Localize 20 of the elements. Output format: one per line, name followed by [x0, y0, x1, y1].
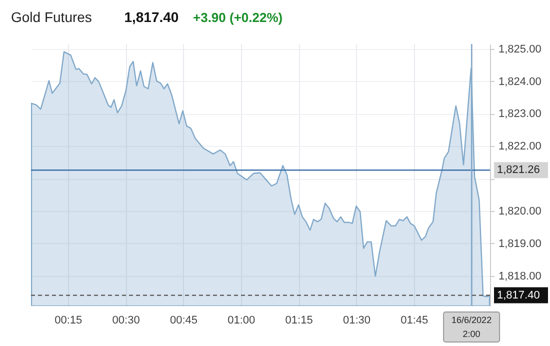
y-tick-label: 1,819.00 — [498, 238, 542, 250]
y-tick-label: 1,825.00 — [498, 43, 542, 56]
chart-title: Gold Futures — [11, 9, 92, 25]
text: +3.90 (+0.22%) — [193, 10, 283, 25]
y-tick-label: 1,823.00 — [498, 108, 542, 120]
x-tick-label: 01:15 — [285, 314, 313, 326]
y-tick-label: 1,824.00 — [498, 76, 542, 88]
y-tick-label: 1,818.00 — [498, 270, 542, 282]
y-tick-label: 1,820.00 — [498, 205, 542, 218]
text: 1,817.40 — [124, 9, 179, 25]
x-tick-label: 01:45 — [400, 314, 428, 326]
x-tick-label: 00:45 — [170, 314, 198, 326]
x-tick-label: 00:15 — [54, 314, 82, 326]
x-tick-label: 00:30 — [112, 314, 140, 326]
x-tick-label: 01:30 — [342, 314, 370, 326]
ref-line-label: 16/6/2022 2:00 — [452, 315, 492, 339]
ref-line-label: 1,821.26 — [497, 164, 540, 176]
x-tick-label: 01:00 — [228, 314, 256, 326]
y-tick-label: 1,822.00 — [498, 140, 542, 153]
ref-line-label: 1,817.40 — [497, 289, 540, 302]
